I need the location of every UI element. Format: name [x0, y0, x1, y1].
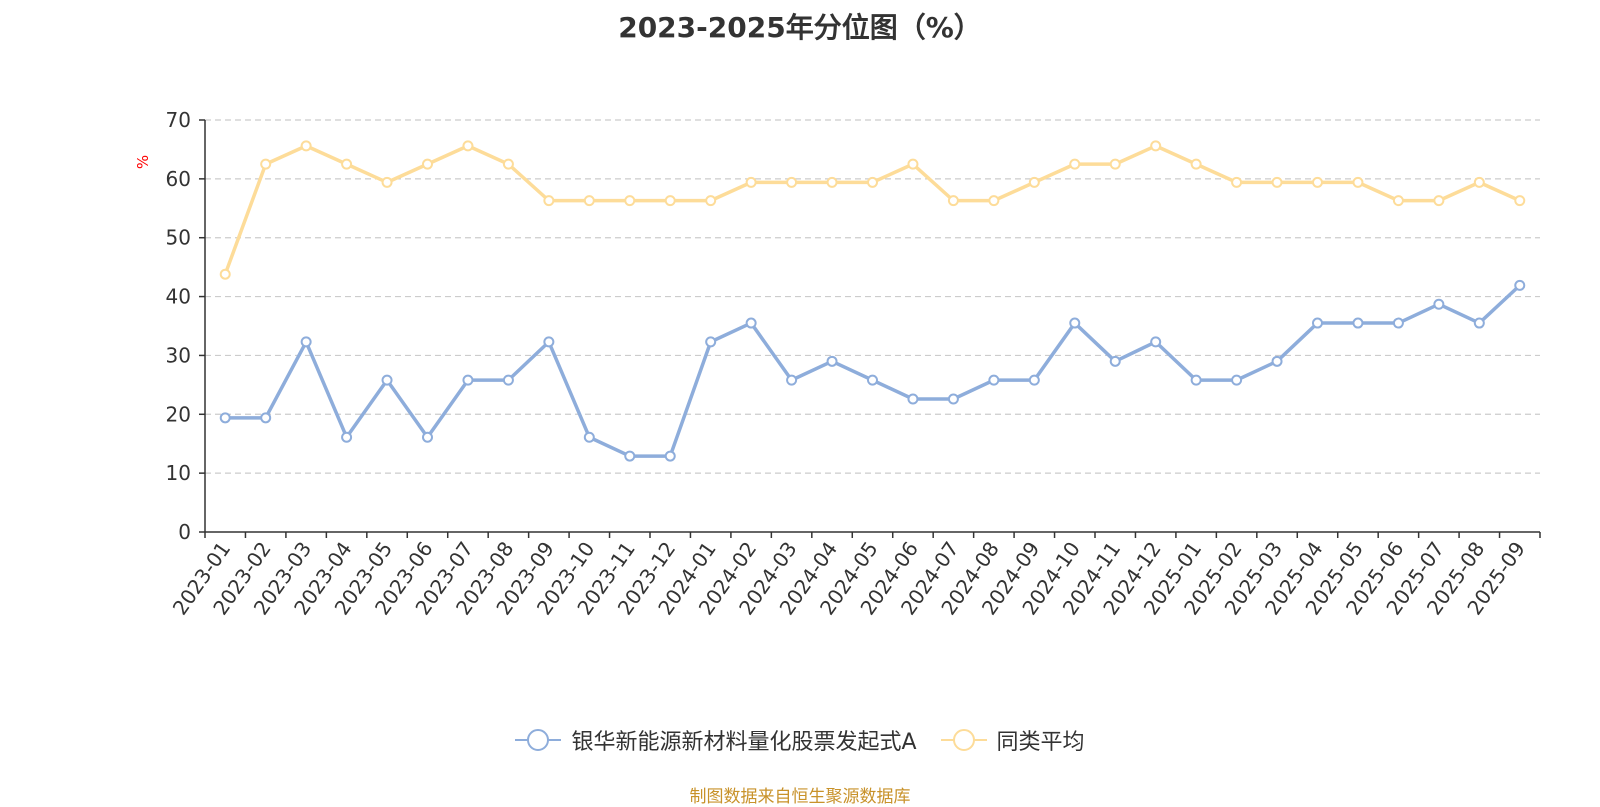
data-point-series-0[interactable]	[543, 336, 555, 348]
grid-layer	[205, 119, 1540, 474]
data-point-series-0[interactable]	[341, 431, 353, 443]
data-point-series-1[interactable]	[1352, 176, 1364, 188]
data-point-series-0[interactable]	[1352, 317, 1364, 329]
data-point-series-0[interactable]	[462, 374, 474, 386]
y-tick-label: 30	[166, 343, 191, 367]
series-line-0	[225, 284, 1521, 458]
data-point-series-1[interactable]	[1190, 158, 1202, 170]
data-point-series-1[interactable]	[988, 195, 1000, 207]
data-point-series-1[interactable]	[1514, 195, 1526, 207]
data-point-series-0[interactable]	[583, 431, 595, 443]
data-point-series-1[interactable]	[543, 195, 555, 207]
data-point-series-1[interactable]	[1392, 195, 1404, 207]
data-point-series-0[interactable]	[1231, 374, 1243, 386]
series-layer	[219, 140, 1526, 462]
data-point-series-0[interactable]	[1069, 317, 1081, 329]
legend-item-average[interactable]: 同类平均	[940, 724, 1085, 756]
legend-dot-average	[952, 729, 975, 751]
legend-dot-fund	[527, 729, 550, 751]
data-point-series-1[interactable]	[1150, 140, 1162, 152]
data-point-series-0[interactable]	[907, 393, 919, 405]
data-point-series-1[interactable]	[1028, 176, 1040, 188]
data-point-series-1[interactable]	[502, 158, 514, 170]
y-tick-label: 20	[166, 402, 191, 426]
legend-symbol-fund	[515, 727, 562, 753]
data-point-series-0[interactable]	[502, 374, 514, 386]
data-point-series-1[interactable]	[219, 268, 231, 280]
data-point-series-1[interactable]	[381, 176, 393, 188]
data-point-series-0[interactable]	[1028, 374, 1040, 386]
legend-item-fund[interactable]: 银华新能源新材料量化股票发起式A	[515, 724, 917, 756]
data-point-series-0[interactable]	[219, 412, 231, 424]
data-point-series-0[interactable]	[1514, 279, 1526, 291]
legend-label-fund: 银华新能源新材料量化股票发起式A	[571, 730, 917, 755]
data-point-series-0[interactable]	[1190, 374, 1202, 386]
data-point-series-0[interactable]	[1433, 298, 1445, 310]
data-point-series-1[interactable]	[907, 158, 919, 170]
y-tick-label: 40	[166, 285, 191, 309]
data-point-series-1[interactable]	[1271, 176, 1283, 188]
data-point-series-0[interactable]	[745, 317, 757, 329]
legend: 银华新能源新材料量化股票发起式A 同类平均	[0, 724, 1600, 756]
data-point-series-1[interactable]	[341, 158, 353, 170]
data-point-series-0[interactable]	[826, 355, 838, 367]
data-point-series-0[interactable]	[664, 450, 676, 462]
data-point-series-0[interactable]	[624, 450, 636, 462]
data-point-series-1[interactable]	[786, 176, 798, 188]
data-point-series-0[interactable]	[1392, 317, 1404, 329]
chart-title: 2023-2025年分位图（%）	[618, 11, 982, 44]
data-point-series-0[interactable]	[786, 374, 798, 386]
data-point-series-1[interactable]	[422, 158, 433, 170]
y-tick-label: 50	[166, 226, 191, 250]
y-tick-label: 0	[178, 520, 191, 544]
data-point-series-1[interactable]	[462, 140, 474, 152]
y-axis-unit-label: %	[134, 155, 152, 169]
data-point-series-0[interactable]	[1312, 317, 1323, 329]
data-source-note: 制图数据来自恒生聚源数据库	[689, 787, 911, 807]
legend-symbol-average	[940, 727, 987, 753]
data-point-series-1[interactable]	[1473, 176, 1485, 188]
data-point-series-0[interactable]	[1271, 355, 1283, 367]
data-point-series-1[interactable]	[867, 176, 878, 188]
data-point-series-1[interactable]	[664, 195, 676, 207]
data-point-series-0[interactable]	[947, 393, 959, 405]
data-point-series-0[interactable]	[867, 374, 878, 386]
data-point-series-1[interactable]	[1433, 195, 1445, 207]
data-point-series-0[interactable]	[705, 336, 717, 348]
data-point-series-1[interactable]	[947, 195, 959, 207]
y-tick-label: 60	[166, 167, 191, 191]
data-point-series-1[interactable]	[583, 195, 595, 207]
data-point-series-0[interactable]	[988, 374, 1000, 386]
data-point-series-0[interactable]	[300, 336, 312, 348]
data-point-series-1[interactable]	[1109, 158, 1121, 170]
data-point-series-1[interactable]	[300, 140, 312, 152]
data-point-series-1[interactable]	[705, 195, 717, 207]
data-point-series-1[interactable]	[1069, 158, 1081, 170]
data-point-series-0[interactable]	[1109, 355, 1121, 367]
y-tick-label: 70	[166, 108, 191, 132]
axis-layer: 0102030405060702023-012023-022023-032023…	[166, 108, 1541, 619]
data-point-series-0[interactable]	[422, 431, 433, 443]
series-line-1	[223, 144, 1521, 275]
data-point-series-1[interactable]	[826, 176, 838, 188]
data-point-series-1[interactable]	[260, 158, 272, 170]
y-tick-label: 10	[166, 461, 191, 485]
data-point-series-1[interactable]	[1231, 176, 1243, 188]
data-point-series-0[interactable]	[1150, 336, 1162, 348]
data-point-series-0[interactable]	[1473, 317, 1485, 329]
data-point-series-0[interactable]	[381, 374, 393, 386]
data-point-series-1[interactable]	[1312, 176, 1323, 188]
data-point-series-1[interactable]	[745, 176, 757, 188]
data-point-series-0[interactable]	[260, 412, 272, 424]
legend-label-average: 同类平均	[996, 730, 1085, 755]
data-point-series-1[interactable]	[624, 195, 636, 207]
